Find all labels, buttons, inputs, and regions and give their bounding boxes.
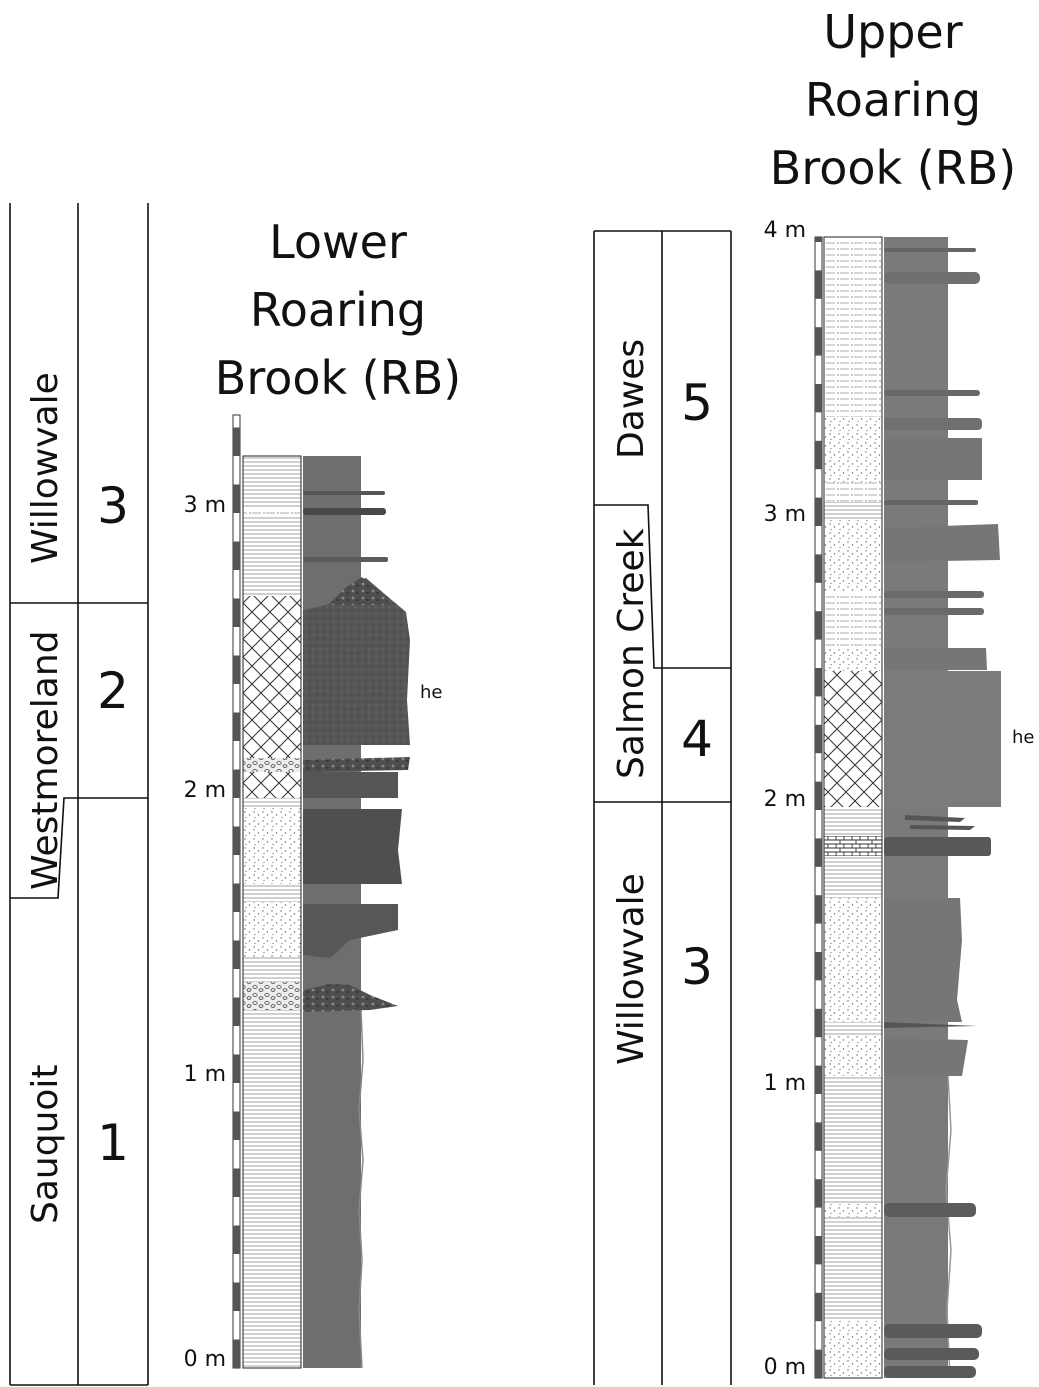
scale-segment (815, 497, 822, 526)
upper-title-line-2: Roaring (805, 73, 981, 127)
scale-segment (233, 712, 240, 741)
unit-number-5: 5 (681, 374, 713, 432)
unit-number-4: 4 (681, 710, 713, 768)
lower-scale-label-3m: 3 m (184, 493, 226, 518)
upper-scale-bar (814, 236, 823, 1379)
upper-section-title: Upper Roaring Brook (RB) (770, 5, 1016, 195)
upper-scale-labels: 0 m 1 m 2 m 3 m 4 m (764, 218, 806, 1380)
lower-scale-bar (232, 414, 241, 1369)
scale-segment (815, 1122, 822, 1151)
scale-segment (233, 427, 240, 456)
formation-label-sauquoit: Sauquoit (25, 1064, 66, 1224)
scale-segment (233, 769, 240, 798)
scale-segment (815, 668, 822, 697)
lower-scale-label-2m: 2 m (184, 778, 226, 803)
scale-segment (815, 952, 822, 981)
scale-segment (815, 384, 822, 413)
scale-segment (815, 1236, 822, 1265)
upper-scale-label-2m: 2 m (764, 787, 806, 812)
scale-segment (815, 724, 822, 754)
lower-section-title: Lower Roaring Brook (RB) (215, 215, 461, 405)
scale-segment (233, 1111, 240, 1140)
lower-scale-label-1m: 1 m (184, 1062, 226, 1087)
lower-scale-labels: 0 m 1 m 2 m 3 m (184, 493, 226, 1372)
scale-segment (233, 598, 240, 627)
scale-segment (815, 781, 822, 810)
upper-scale-label-0m: 0 m (764, 1355, 806, 1380)
formation-label-salmon-creek: Salmon Creek (611, 528, 652, 779)
unit-number-1-lower: 1 (97, 1114, 129, 1172)
unit-number-2-lower: 2 (97, 662, 129, 720)
unit-number-3-upper: 3 (681, 938, 713, 996)
scale-segment (815, 1179, 822, 1208)
unit-number-3-lower: 3 (97, 477, 129, 535)
scale-segment (233, 1225, 240, 1254)
scale-segment (815, 838, 822, 867)
scale-segment (233, 484, 240, 513)
scale-segment (815, 237, 822, 242)
scale-segment (815, 895, 822, 924)
scale-segment (233, 997, 240, 1026)
lower-title-line-1: Lower (269, 215, 407, 269)
scale-segment (815, 1349, 822, 1378)
upper-scale-label-3m: 3 m (764, 502, 806, 527)
upper-scale-label-4m: 4 m (764, 218, 806, 243)
formation-label-willowvale-upper: Willowvale (611, 873, 652, 1065)
formation-label-westmoreland: Westmoreland (25, 631, 66, 891)
lower-annotation-he: he (420, 682, 442, 703)
upper-scale-label-1m: 1 m (764, 1071, 806, 1096)
upper-formation-columns (593, 230, 732, 1385)
scale-segment (233, 1054, 240, 1083)
lower-weathering-profile: he (303, 456, 442, 1369)
scale-segment (815, 327, 822, 356)
scale-segment (815, 611, 822, 640)
lower-title-line-2: Roaring (250, 283, 426, 337)
upper-title-line-1: Upper (823, 5, 962, 59)
upper-title-line-3: Brook (RB) (770, 141, 1016, 195)
scale-segment (815, 1008, 822, 1038)
scale-segment (233, 1339, 240, 1368)
lower-scale-label-0m: 0 m (184, 1347, 226, 1372)
scale-segment (815, 1065, 822, 1094)
scale-segment (815, 270, 822, 299)
upper-weathering-profile: he (884, 237, 1034, 1379)
scale-segment (815, 554, 822, 583)
scale-segment (233, 883, 240, 912)
lower-lithology-column (242, 455, 302, 1369)
lower-formation-columns (9, 203, 149, 1386)
lower-title-line-3: Brook (RB) (215, 351, 461, 405)
scale-segment (233, 1168, 240, 1197)
formation-label-willowvale-lower: Willowvale (25, 372, 66, 564)
scale-segment (815, 440, 822, 470)
scale-segment (233, 541, 240, 570)
scale-segment (233, 940, 240, 969)
upper-annotation-he: he (1012, 727, 1034, 748)
scale-segment (233, 1282, 240, 1311)
scale-segment (815, 1292, 822, 1322)
scale-segment (233, 826, 240, 855)
upper-lithology-column (823, 236, 883, 1379)
formation-label-dawes: Dawes (611, 339, 652, 459)
scale-segment (233, 655, 240, 684)
